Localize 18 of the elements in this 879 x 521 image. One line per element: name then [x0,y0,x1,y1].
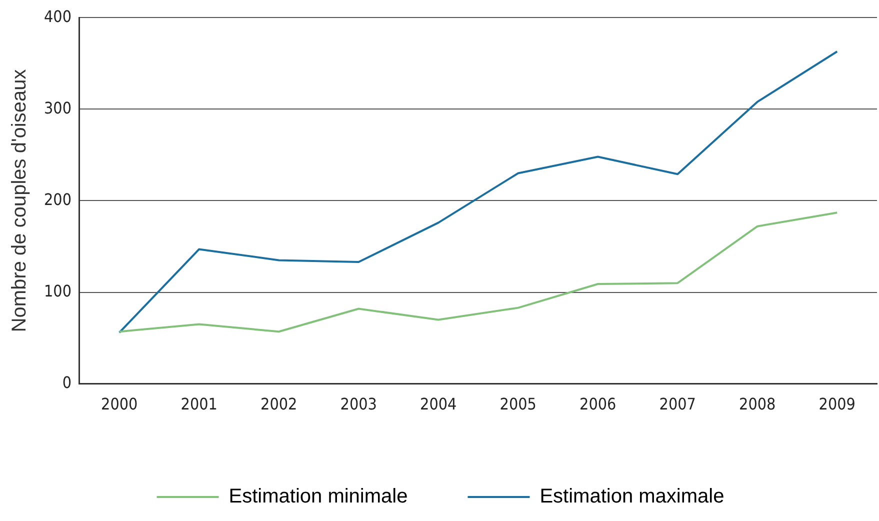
x-tick-label: 2002 [260,394,298,414]
x-tick-label: 2006 [580,394,616,414]
y-tick-label: 400 [44,6,72,26]
y-tick-label: 100 [44,281,72,300]
y-axis-title: Nombre de couples d'oiseaux [8,69,31,332]
legend-label: Estimation maximale [540,486,724,508]
x-tick-label: 2003 [340,394,377,414]
x-tick-label: 2004 [420,394,457,414]
x-tick-label: 2007 [659,394,696,414]
x-tick-label: 2009 [818,394,856,414]
legend-label: Estimation minimale [228,486,408,508]
x-tick-label: 2008 [739,394,776,414]
y-tick-label: 0 [62,372,72,392]
x-tick-label: 2000 [101,394,138,414]
y-tick-label: 200 [44,190,72,209]
x-tick-label: 2005 [500,394,536,414]
x-tick-label: 2001 [180,394,218,414]
y-tick-label: 300 [44,98,72,118]
